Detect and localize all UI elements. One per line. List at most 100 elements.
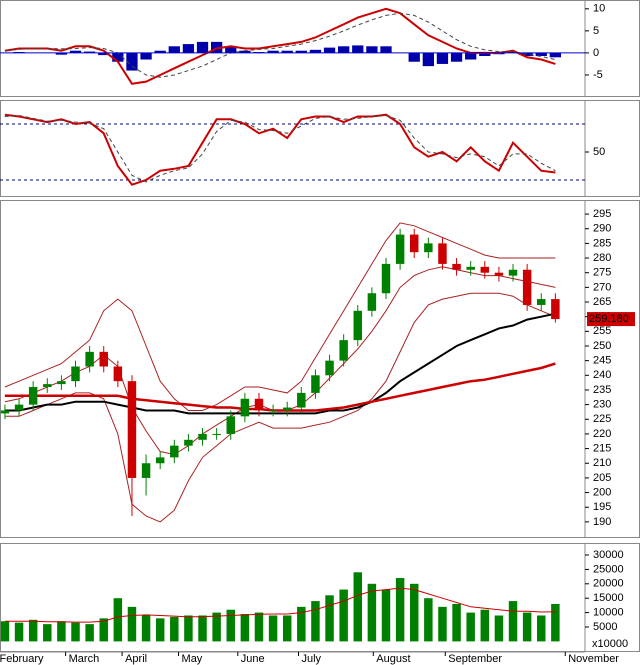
candle-body <box>184 439 193 446</box>
volume-bar <box>198 615 207 642</box>
candle-body <box>311 375 320 393</box>
volume-bar <box>71 622 80 642</box>
histogram-bar <box>366 46 378 53</box>
candle-body <box>43 384 52 388</box>
x-tick-label: May <box>182 653 203 665</box>
volume-bar <box>297 606 306 642</box>
candle-body <box>71 366 80 382</box>
candle-body <box>155 457 165 464</box>
x-tick-label: August <box>376 653 410 665</box>
volume-bar <box>170 616 179 642</box>
histogram-bar <box>154 50 166 53</box>
y-tick-label: 295 <box>593 208 611 220</box>
volume-bar <box>522 612 532 642</box>
y-tick-label: 225 <box>593 413 611 425</box>
histogram-bar <box>380 46 392 53</box>
volume-bar <box>537 615 546 642</box>
histogram-bar <box>479 52 491 56</box>
volume-bar <box>0 621 10 642</box>
line-series <box>4 12 556 78</box>
candle-body <box>551 299 560 320</box>
x-tick-label: February <box>0 653 44 665</box>
volume-bar <box>254 612 264 642</box>
panel-frame <box>0 200 640 538</box>
line-series <box>4 292 556 523</box>
plot-area <box>0 222 560 523</box>
candle-body <box>452 263 461 270</box>
candle-body <box>254 398 264 411</box>
histogram-bar <box>267 50 279 53</box>
histogram-bar <box>549 52 562 58</box>
y-tick-label: 195 <box>593 501 611 513</box>
histogram-bar <box>168 46 180 53</box>
y-tick-label: 5000 <box>593 621 617 633</box>
histogram-bar <box>140 52 152 60</box>
plot-area <box>0 572 560 642</box>
candle-body <box>297 392 306 408</box>
candle-body <box>409 234 419 253</box>
volume-bar <box>28 619 38 642</box>
volume-bar <box>268 615 278 642</box>
candle-body <box>127 381 137 478</box>
histogram-bar <box>239 50 251 53</box>
volume-bar <box>14 622 24 642</box>
histogram-bar <box>436 52 449 64</box>
volume-bar <box>240 614 250 642</box>
candle-body <box>424 243 433 253</box>
y-tick-label: 270 <box>593 281 611 293</box>
candle-body <box>494 272 504 276</box>
x-tick-label: June <box>241 653 265 665</box>
line-series <box>4 113 556 186</box>
volume-bar <box>438 606 447 642</box>
candle-body <box>282 407 292 411</box>
histogram-bar <box>338 46 350 53</box>
y-tick-label: 30000 <box>593 549 624 561</box>
volume-bar <box>325 595 334 642</box>
histogram-bar <box>126 52 138 71</box>
y-tick-label: 10000 <box>593 607 624 619</box>
candle-body <box>367 293 377 311</box>
x-tick-label: November <box>568 653 619 665</box>
volume-bar <box>184 615 193 642</box>
histogram-bar <box>521 52 533 56</box>
y-tick-label: 275 <box>593 267 611 279</box>
y-tick-label: 25000 <box>593 563 624 575</box>
y-tick-label: 255 <box>593 325 611 337</box>
x-tick-label: April <box>125 653 147 665</box>
last-price-box <box>587 312 635 327</box>
candle-body <box>268 410 278 412</box>
y-tick-label: 265 <box>593 296 611 308</box>
volume-bar <box>57 621 66 642</box>
volume-bar <box>480 609 490 642</box>
histogram-bar <box>210 41 223 53</box>
panel-frame <box>0 100 640 197</box>
histogram-bar <box>465 52 477 60</box>
volume-bar <box>113 598 123 642</box>
y-tick-label: 15000 <box>593 592 624 604</box>
candle-body <box>325 360 334 376</box>
candle-body <box>198 433 207 440</box>
histogram-bar <box>309 49 322 53</box>
y-tick-label: 280 <box>593 252 611 264</box>
y-tick-label: 5 <box>593 25 599 37</box>
volume-bar <box>466 612 475 642</box>
histogram-bar <box>69 50 82 53</box>
y-tick-label: 190 <box>593 516 611 528</box>
volume-bar <box>551 603 560 642</box>
last-price-label: 259.180 <box>589 313 629 325</box>
volume-bar <box>381 589 391 642</box>
y-tick-label: 205 <box>593 472 611 484</box>
unit-label: x10000 <box>592 638 628 650</box>
candle-body <box>99 351 108 367</box>
line-series <box>4 115 556 183</box>
line-series <box>4 222 556 411</box>
x-tick-label: July <box>301 653 321 665</box>
candle-body <box>170 445 179 458</box>
y-tick-label: 0 <box>593 47 599 59</box>
x-tick-label: September <box>448 653 502 665</box>
candle-body <box>141 463 151 478</box>
volume-bar <box>127 606 137 642</box>
y-tick-label: 290 <box>593 223 611 235</box>
volume-bar <box>508 601 518 642</box>
